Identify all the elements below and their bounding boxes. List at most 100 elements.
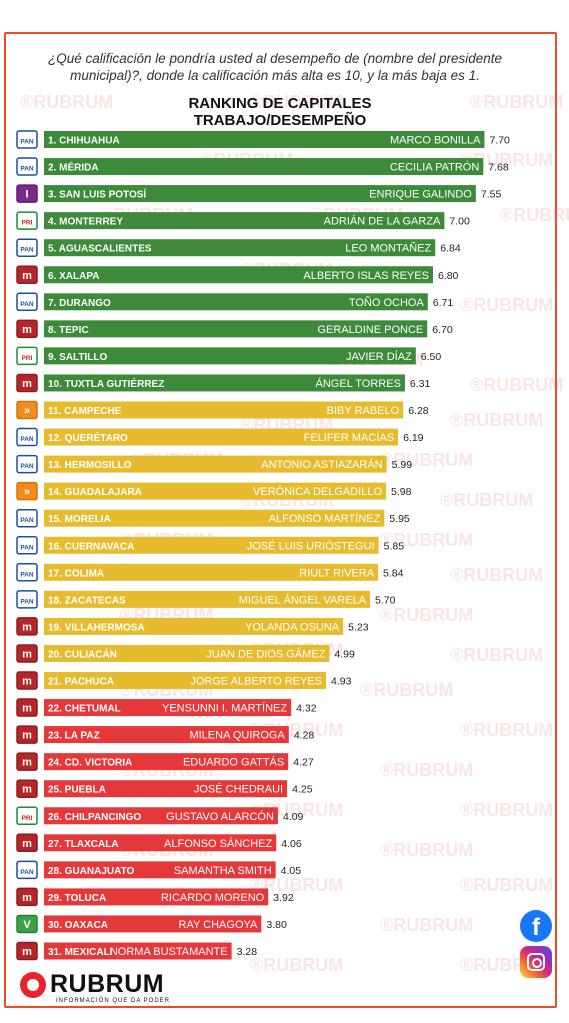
party-logo-box xyxy=(16,644,38,663)
party-logo-box xyxy=(16,319,38,339)
party-logo-text: PRI xyxy=(22,815,33,822)
party-logo-text: m xyxy=(22,946,32,958)
value-label: 5.23 xyxy=(348,621,369,633)
category-label: 28. GUANAJUATO xyxy=(48,866,135,877)
party-logo-text: I xyxy=(25,189,28,201)
category-label: 9. SALTILLO xyxy=(48,352,107,363)
party-logo-icon: PAN xyxy=(16,427,38,447)
data-bar xyxy=(44,509,385,527)
party-logo-icon: m xyxy=(16,941,38,961)
mayor-name-label: YOLANDA OSUNA xyxy=(245,621,340,633)
party-logo-icon: PAN xyxy=(16,508,38,528)
data-bar xyxy=(44,374,405,392)
party-logo-icon: PAN xyxy=(16,130,38,149)
chart-title-line-1: RANKING DE CAPITALES xyxy=(188,95,372,112)
party-logo-box xyxy=(16,779,38,798)
party-logo-icon: » xyxy=(16,481,38,501)
mayor-name-label: ANTONIO ASTIAZARÁN xyxy=(261,458,382,471)
data-bar xyxy=(44,617,344,635)
data-bar xyxy=(44,915,262,933)
party-logo-box xyxy=(16,725,38,744)
value-label: 5.99 xyxy=(392,459,413,471)
party-logo-text: » xyxy=(24,486,30,498)
value-label: 6.84 xyxy=(440,243,461,255)
party-logo-text: m xyxy=(22,324,32,336)
party-logo-text: V xyxy=(23,919,31,931)
value-label: 5.95 xyxy=(389,513,410,525)
party-logo-box xyxy=(16,536,38,555)
mayor-name-label: ADRIÁN DE LA GARZA xyxy=(324,215,441,228)
value-label: 7.68 xyxy=(488,162,509,174)
party-logo-icon: m xyxy=(16,617,38,636)
mayor-name-label: GUSTAVO ALARCÓN xyxy=(166,810,274,823)
party-logo-icon: m xyxy=(16,671,38,690)
party-logo-box xyxy=(16,481,38,501)
category-label: 30. OAXACA xyxy=(48,920,108,931)
party-logo-text: PAN xyxy=(20,544,34,551)
instagram-icon[interactable] xyxy=(520,946,552,978)
party-logo-text: PRI xyxy=(22,355,33,362)
party-logo-icon: PRI xyxy=(16,346,38,366)
value-label: 4.25 xyxy=(292,784,313,796)
party-logo-box xyxy=(16,157,38,176)
data-bar xyxy=(44,455,387,473)
party-logo-text: m xyxy=(22,270,32,282)
party-logo-icon: I xyxy=(16,184,38,203)
party-logo-icon: PAN xyxy=(16,536,38,555)
party-logo-box xyxy=(16,238,38,257)
party-logo-box xyxy=(16,184,38,203)
data-bar xyxy=(44,293,428,311)
facebook-icon[interactable]: f xyxy=(520,910,552,942)
category-label: 24. CD. VICTORIA xyxy=(48,758,132,769)
party-logo-text: m xyxy=(22,621,32,633)
party-logo-text: PAN xyxy=(20,571,34,578)
party-logo-box xyxy=(16,563,38,582)
mayor-name-label: JOSÉ LUIS URIÓSTEGUI xyxy=(247,539,375,552)
data-bar xyxy=(44,807,278,825)
party-logo-icon: PRI xyxy=(16,211,38,230)
category-label: 23. LA PAZ xyxy=(48,731,100,742)
data-bar xyxy=(44,536,379,554)
mayor-name-label: NORMA BUSTAMANTE xyxy=(110,946,228,958)
party-logo-text: PAN xyxy=(20,869,34,876)
party-logo-text: m xyxy=(22,730,32,742)
mayor-name-label: LEO MONTAÑEZ xyxy=(345,242,431,255)
data-bar xyxy=(44,131,485,148)
data-bar xyxy=(44,239,436,257)
data-bar xyxy=(44,401,404,419)
data-bar xyxy=(44,834,277,852)
category-label: 20. CULIACÁN xyxy=(48,647,117,660)
party-logo-icon: PAN xyxy=(16,157,38,176)
value-label: 7.55 xyxy=(481,189,502,201)
party-logo-text: » xyxy=(24,405,30,417)
party-logo-box xyxy=(16,806,38,825)
data-bar xyxy=(44,347,416,365)
party-logo-box xyxy=(16,860,38,880)
value-label: 7.00 xyxy=(449,216,470,228)
mayor-name-label: ALFONSO SÁNCHEZ xyxy=(164,837,272,850)
party-logo-box xyxy=(16,211,38,230)
mayor-name-label: JAVIER DÍAZ xyxy=(346,350,412,363)
party-logo-box xyxy=(16,671,38,690)
category-label: 21. PACHUCA xyxy=(48,677,114,688)
value-label: 4.27 xyxy=(293,757,314,769)
party-logo-text: PAN xyxy=(20,301,34,308)
rubrum-logo-icon xyxy=(20,972,46,998)
party-logo-text: m xyxy=(22,784,32,796)
mayor-name-label: MILENA QUIROGA xyxy=(189,730,285,742)
party-logo-icon: m xyxy=(16,752,38,771)
category-label: 14. GUADALAJARA xyxy=(48,487,142,498)
mayor-name-label: ÁNGEL TORRES xyxy=(316,377,401,390)
value-label: 6.50 xyxy=(421,351,442,363)
party-logo-icon: V xyxy=(16,914,38,934)
category-label: 15. MORELIA xyxy=(48,514,111,525)
category-label: 3. SAN LUIS POTOSÍ xyxy=(48,188,146,201)
party-logo-text: m xyxy=(22,676,32,688)
value-label: 4.05 xyxy=(281,865,302,877)
mayor-name-label: TOÑO OCHOA xyxy=(349,296,425,309)
mayor-name-label: ENRIQUE GALINDO xyxy=(369,189,472,201)
party-logo-text: PAN xyxy=(20,517,34,524)
value-label: 6.80 xyxy=(438,270,459,282)
value-label: 3.28 xyxy=(237,946,258,958)
